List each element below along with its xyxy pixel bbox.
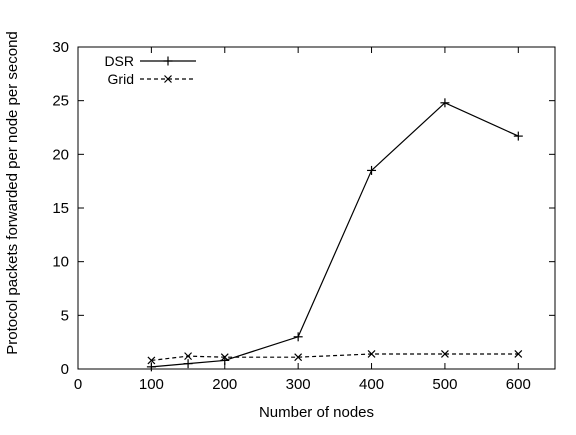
x-tick-label: 100 [139,376,164,393]
y-axis-title: Protocol packets forwarded per node per … [4,31,21,355]
data-point-grid [294,353,303,362]
data-point-grid [440,350,449,358]
y-tick-label: 20 [52,146,69,163]
y-tick-label: 30 [52,39,69,56]
legend-marker-dsr [163,56,173,66]
data-point-grid [220,353,229,362]
data-point-dsr [513,131,523,141]
x-tick-label: 300 [286,376,311,393]
y-tick-label: 10 [52,254,69,271]
x-tick-label: 500 [432,376,457,393]
data-point-dsr [183,359,193,369]
legend-label-grid: Grid [108,71,134,87]
series-line-dsr [151,102,519,368]
plot-area-frame [77,46,556,370]
data-point-dsr [367,165,377,175]
x-tick-label: 400 [359,376,384,393]
y-tick-label: 25 [52,93,69,110]
y-tick-label: 15 [52,200,69,217]
data-point-grid [147,356,156,365]
data-point-dsr [293,332,303,342]
y-tick-label: 0 [61,361,69,378]
data-point-grid [184,352,193,361]
series-line-grid [151,353,519,362]
legend-marker-symbol [164,75,172,83]
legend-marker-symbol [163,56,173,66]
series-layer [146,98,523,372]
x-tick-label: 0 [74,376,82,393]
data-point-dsr [146,362,156,372]
data-point-grid [514,350,523,358]
y-tick-label: 5 [61,307,69,324]
data-point-dsr [440,98,450,108]
legend: DSR Grid [104,53,196,87]
x-axis-title: Number of nodes [259,404,374,421]
data-point-grid [367,350,376,358]
x-tick-label: 600 [506,376,531,393]
legend-label-dsr: DSR [104,53,134,69]
x-tick-label: 200 [212,376,237,393]
axis-ticks: 0 100 200 300 400 500 600 0 5 10 15 20 25 30 [52,39,555,393]
legend-marker-grid [164,75,172,83]
